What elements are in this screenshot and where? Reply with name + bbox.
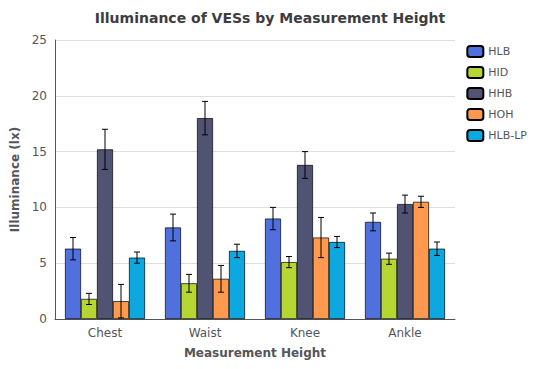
svg-text:Waist: Waist bbox=[189, 326, 222, 340]
svg-text:HID: HID bbox=[488, 66, 508, 79]
svg-text:Illuminance of VESs by Measure: Illuminance of VESs by Measurement Heigh… bbox=[95, 10, 446, 26]
svg-text:0: 0 bbox=[39, 312, 47, 326]
svg-text:5: 5 bbox=[39, 256, 47, 270]
svg-text:25: 25 bbox=[32, 33, 47, 47]
svg-text:Knee: Knee bbox=[290, 326, 320, 340]
svg-text:HLB: HLB bbox=[488, 45, 510, 58]
svg-text:10: 10 bbox=[32, 200, 47, 214]
svg-text:Illuminance (lx): Illuminance (lx) bbox=[8, 127, 22, 232]
svg-text:HOH: HOH bbox=[488, 108, 513, 121]
svg-text:Ankle: Ankle bbox=[388, 326, 421, 340]
svg-text:20: 20 bbox=[32, 89, 47, 103]
svg-text:Chest: Chest bbox=[88, 326, 123, 340]
svg-text:HLB-LP: HLB-LP bbox=[488, 129, 527, 142]
svg-text:15: 15 bbox=[32, 145, 47, 159]
svg-text:HHB: HHB bbox=[488, 87, 512, 100]
svg-text:Measurement Height: Measurement Height bbox=[184, 346, 326, 360]
